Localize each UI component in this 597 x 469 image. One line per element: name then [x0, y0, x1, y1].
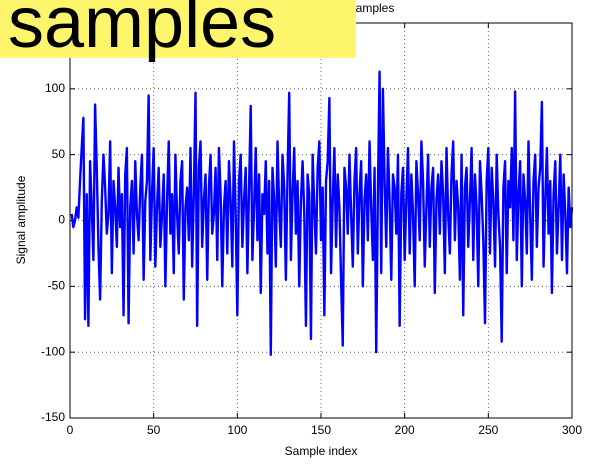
y-tick-label: 0 — [58, 213, 65, 227]
y-axis-label: Signal amplitude — [14, 175, 28, 264]
x-tick-label: 150 — [311, 423, 331, 437]
x-tick-label: 0 — [67, 423, 74, 437]
y-tick-label: -100 — [41, 344, 65, 358]
data-line — [70, 70, 574, 356]
y-tick-label: 100 — [45, 81, 65, 95]
y-tick-label: 50 — [52, 147, 66, 161]
x-tick-label: 300 — [562, 423, 582, 437]
y-tick-label: -50 — [48, 279, 66, 293]
x-tick-label: 50 — [147, 423, 161, 437]
x-tick-label: 100 — [227, 423, 247, 437]
overlay-text: samples — [8, 0, 276, 63]
x-axis-label: Sample index — [285, 444, 358, 458]
x-tick-label: 200 — [395, 423, 415, 437]
overlay-box — [0, 0, 356, 58]
y-tick-label: -150 — [41, 410, 65, 424]
chart-title: amples — [356, 1, 395, 15]
x-tick-label: 250 — [478, 423, 498, 437]
